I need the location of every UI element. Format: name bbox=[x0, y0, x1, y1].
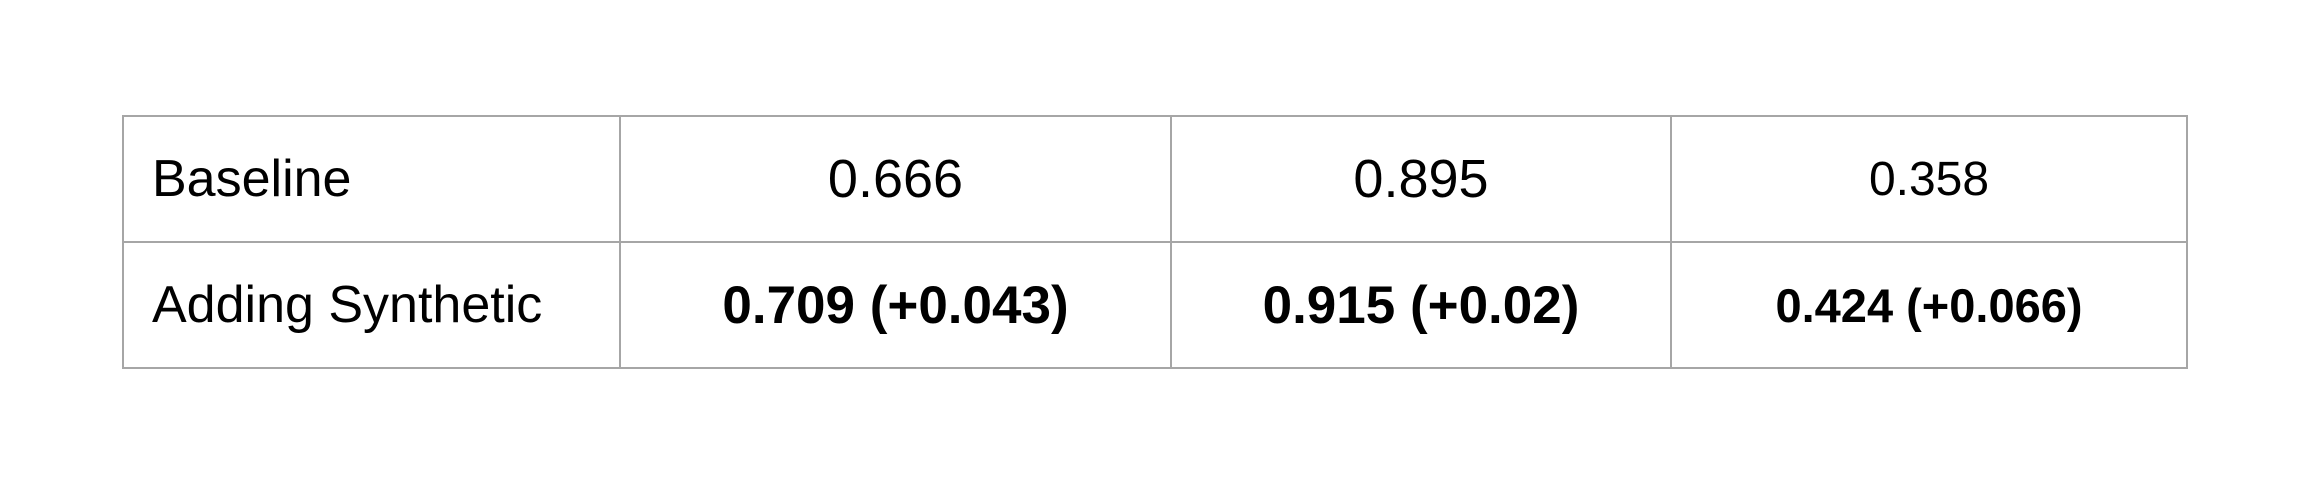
table-row-adding-synthetic: Adding Synthetic 0.709 (+0.043) 0.915 (+… bbox=[122, 241, 2188, 369]
row-label-adding-synthetic: Adding Synthetic bbox=[122, 241, 621, 369]
baseline-value-3: 0.358 bbox=[1670, 115, 2188, 243]
baseline-value-2: 0.895 bbox=[1170, 115, 1672, 243]
row-label-baseline: Baseline bbox=[122, 115, 621, 243]
synthetic-value-2: 0.915 (+0.02) bbox=[1170, 241, 1672, 369]
baseline-value-1: 0.666 bbox=[619, 115, 1172, 243]
table-row-baseline: Baseline 0.666 0.895 0.358 bbox=[122, 115, 2188, 243]
synthetic-value-3: 0.424 (+0.066) bbox=[1670, 241, 2188, 369]
synthetic-value-1: 0.709 (+0.043) bbox=[619, 241, 1172, 369]
results-table: Baseline 0.666 0.895 0.358 Adding Synthe… bbox=[122, 115, 2188, 369]
